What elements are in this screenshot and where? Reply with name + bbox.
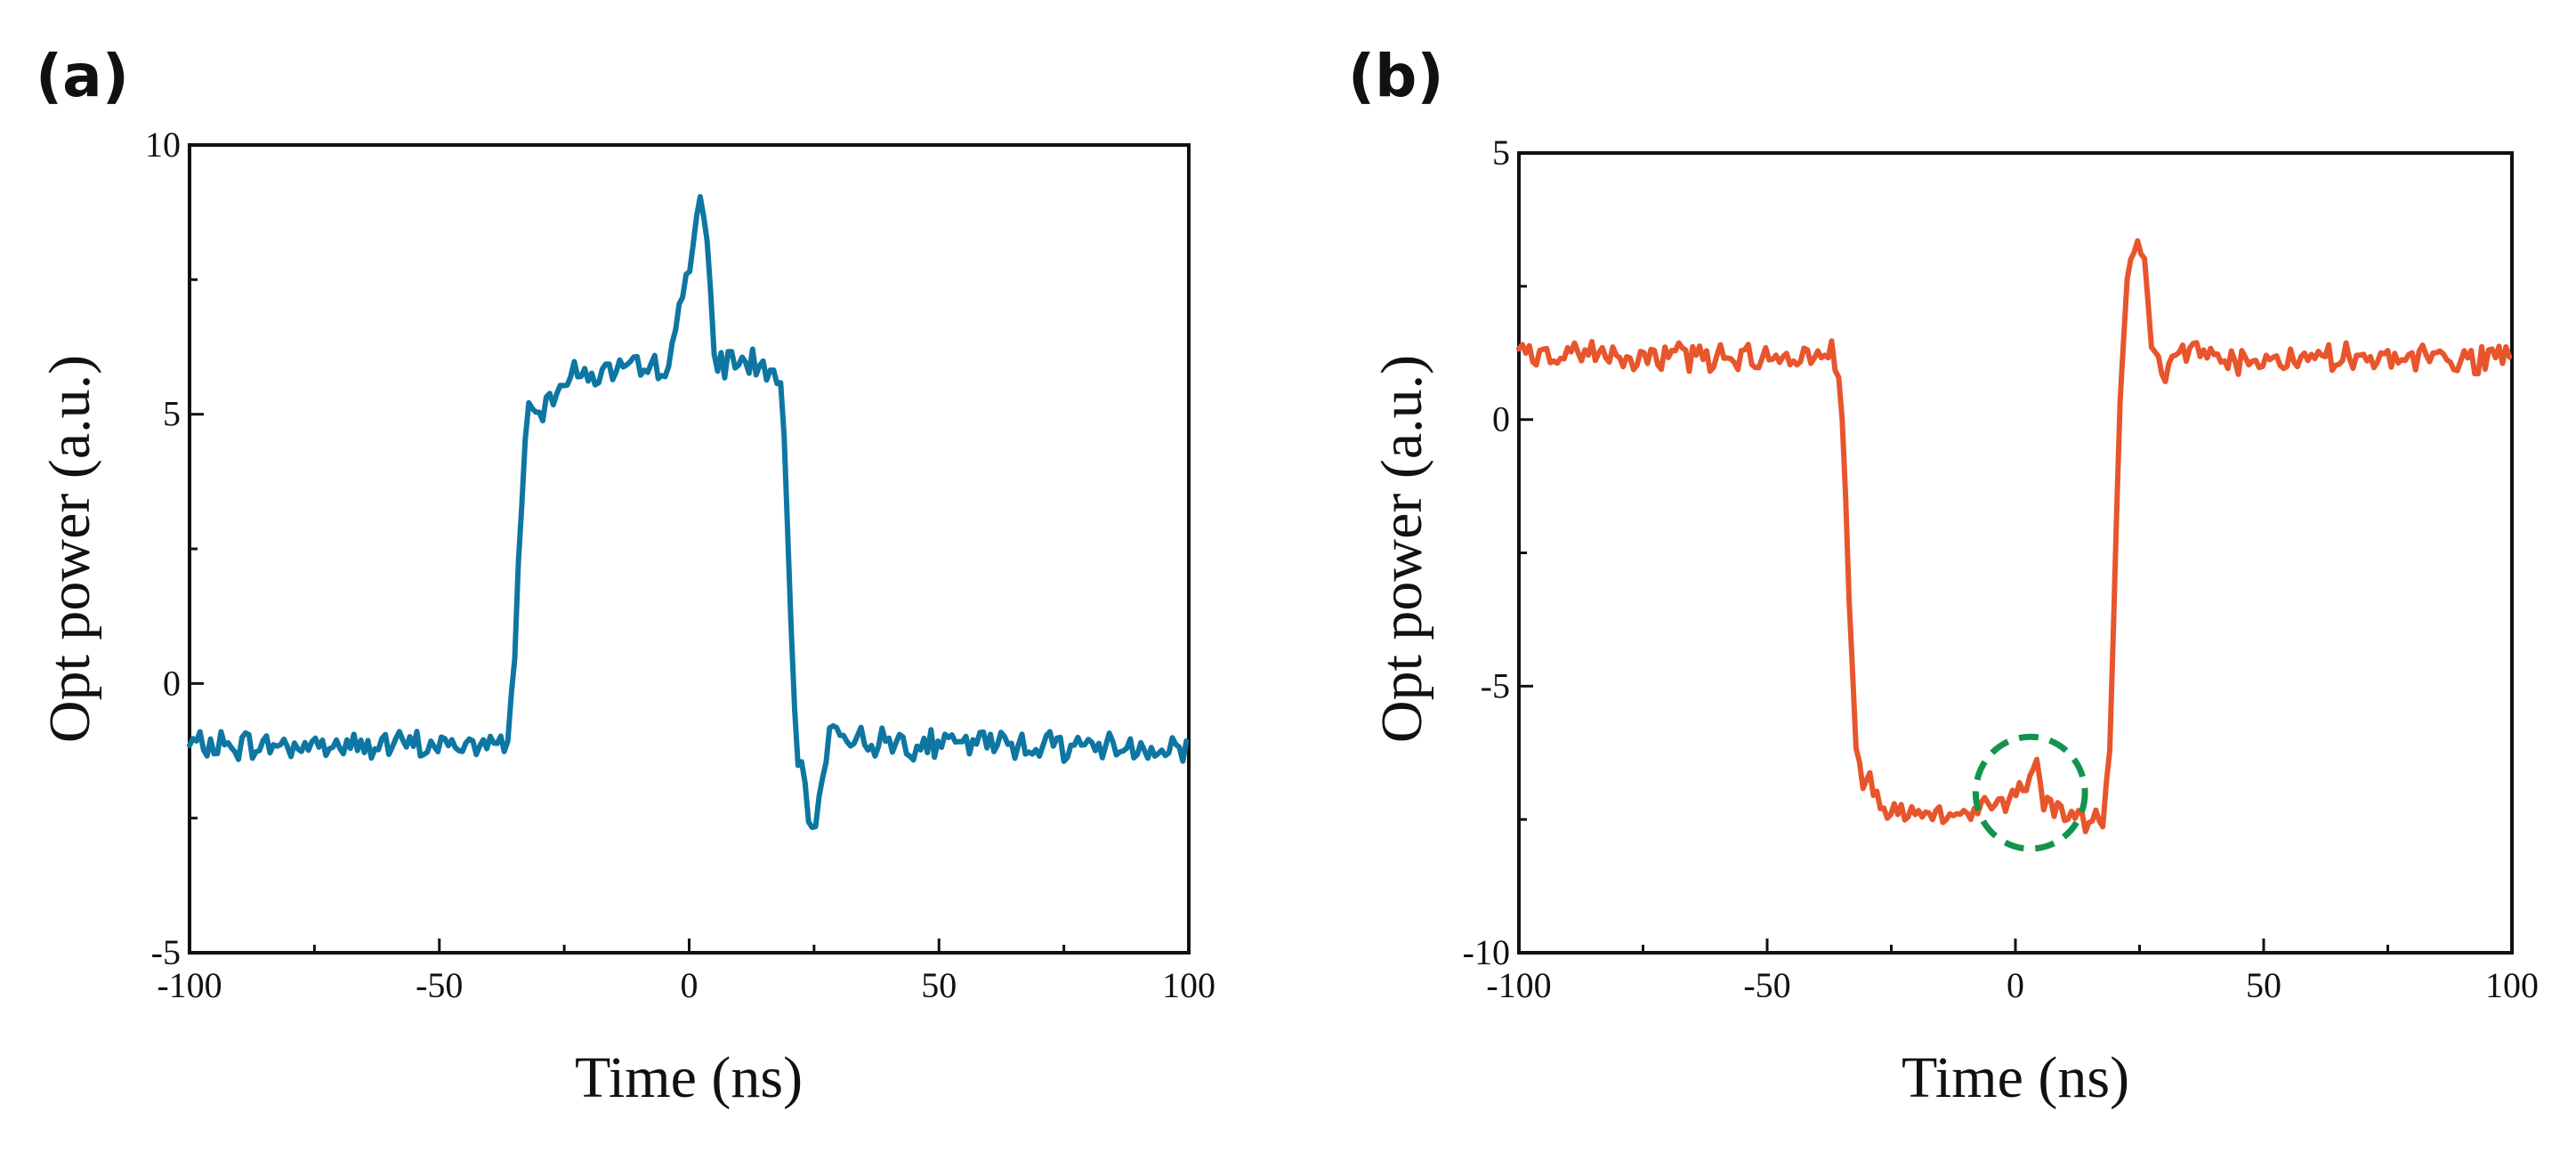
panel-a-x-tick-labels: -100 -50 0 50 100	[157, 965, 1215, 1005]
panel-b-x-tick-labels: -100 -50 0 50 100	[1486, 965, 2539, 1005]
panel-a-ytick-label: 0	[163, 663, 181, 703]
panel-b-ytick-label: 5	[1492, 133, 1510, 173]
panel-a-ytick-label: -5	[151, 932, 181, 972]
panel-b-y-tick-labels: -10 -5 0 5	[1463, 133, 1510, 972]
panel-b-xtick-label: -100	[1486, 965, 1551, 1005]
panel-b-ticks	[1517, 151, 2514, 955]
panel-a: (a) -100 -50 0 50 100 -5 0 5 10 Time (ns…	[36, 42, 1215, 1110]
panel-a-xtick-label: -50	[416, 965, 463, 1005]
panel-a-ytick-label: 10	[145, 125, 181, 165]
panel-a-xtick-label: 0	[681, 965, 699, 1005]
panel-a-ytick-label: 5	[163, 394, 181, 434]
panel-a-ticks	[188, 143, 1191, 955]
panel-b-plot-frame	[1517, 151, 2514, 955]
panel-b-series-line	[1516, 238, 2513, 834]
panel-a-y-axis-title: Opt power (a.u.)	[37, 355, 102, 743]
panel-b-xtick-label: 0	[2007, 965, 2024, 1005]
panel-a-xtick-label: 100	[1162, 965, 1215, 1005]
panel-b-y-axis-title: Opt power (a.u.)	[1369, 355, 1434, 743]
panel-a-y-tick-labels: -5 0 5 10	[145, 125, 181, 972]
panel-b-ytick-label: 0	[1492, 399, 1510, 439]
panel-b-highlight-circle	[1972, 733, 2088, 852]
panel-b-ytick-label: -10	[1463, 932, 1510, 972]
panel-b-xtick-label: 50	[2246, 965, 2281, 1005]
panel-a-xtick-label: 50	[921, 965, 957, 1005]
panel-b-x-axis-title: Time (ns)	[1902, 1045, 2129, 1110]
panel-a-xtick-label: -100	[157, 965, 222, 1005]
panel-b: (b) -100 -50 0 50 100 -10 -5 0 5 Time (n…	[1348, 42, 2539, 1110]
panel-a-x-axis-title: Time (ns)	[575, 1045, 803, 1110]
panel-b-xtick-label: -50	[1743, 965, 1790, 1005]
panel-b-xtick-label: 100	[2485, 965, 2539, 1005]
panel-b-ytick-label: -5	[1481, 665, 1510, 705]
panel-b-label: (b)	[1348, 42, 1444, 110]
panel-a-label: (a)	[36, 42, 129, 110]
panel-a-series-line	[187, 194, 1190, 831]
